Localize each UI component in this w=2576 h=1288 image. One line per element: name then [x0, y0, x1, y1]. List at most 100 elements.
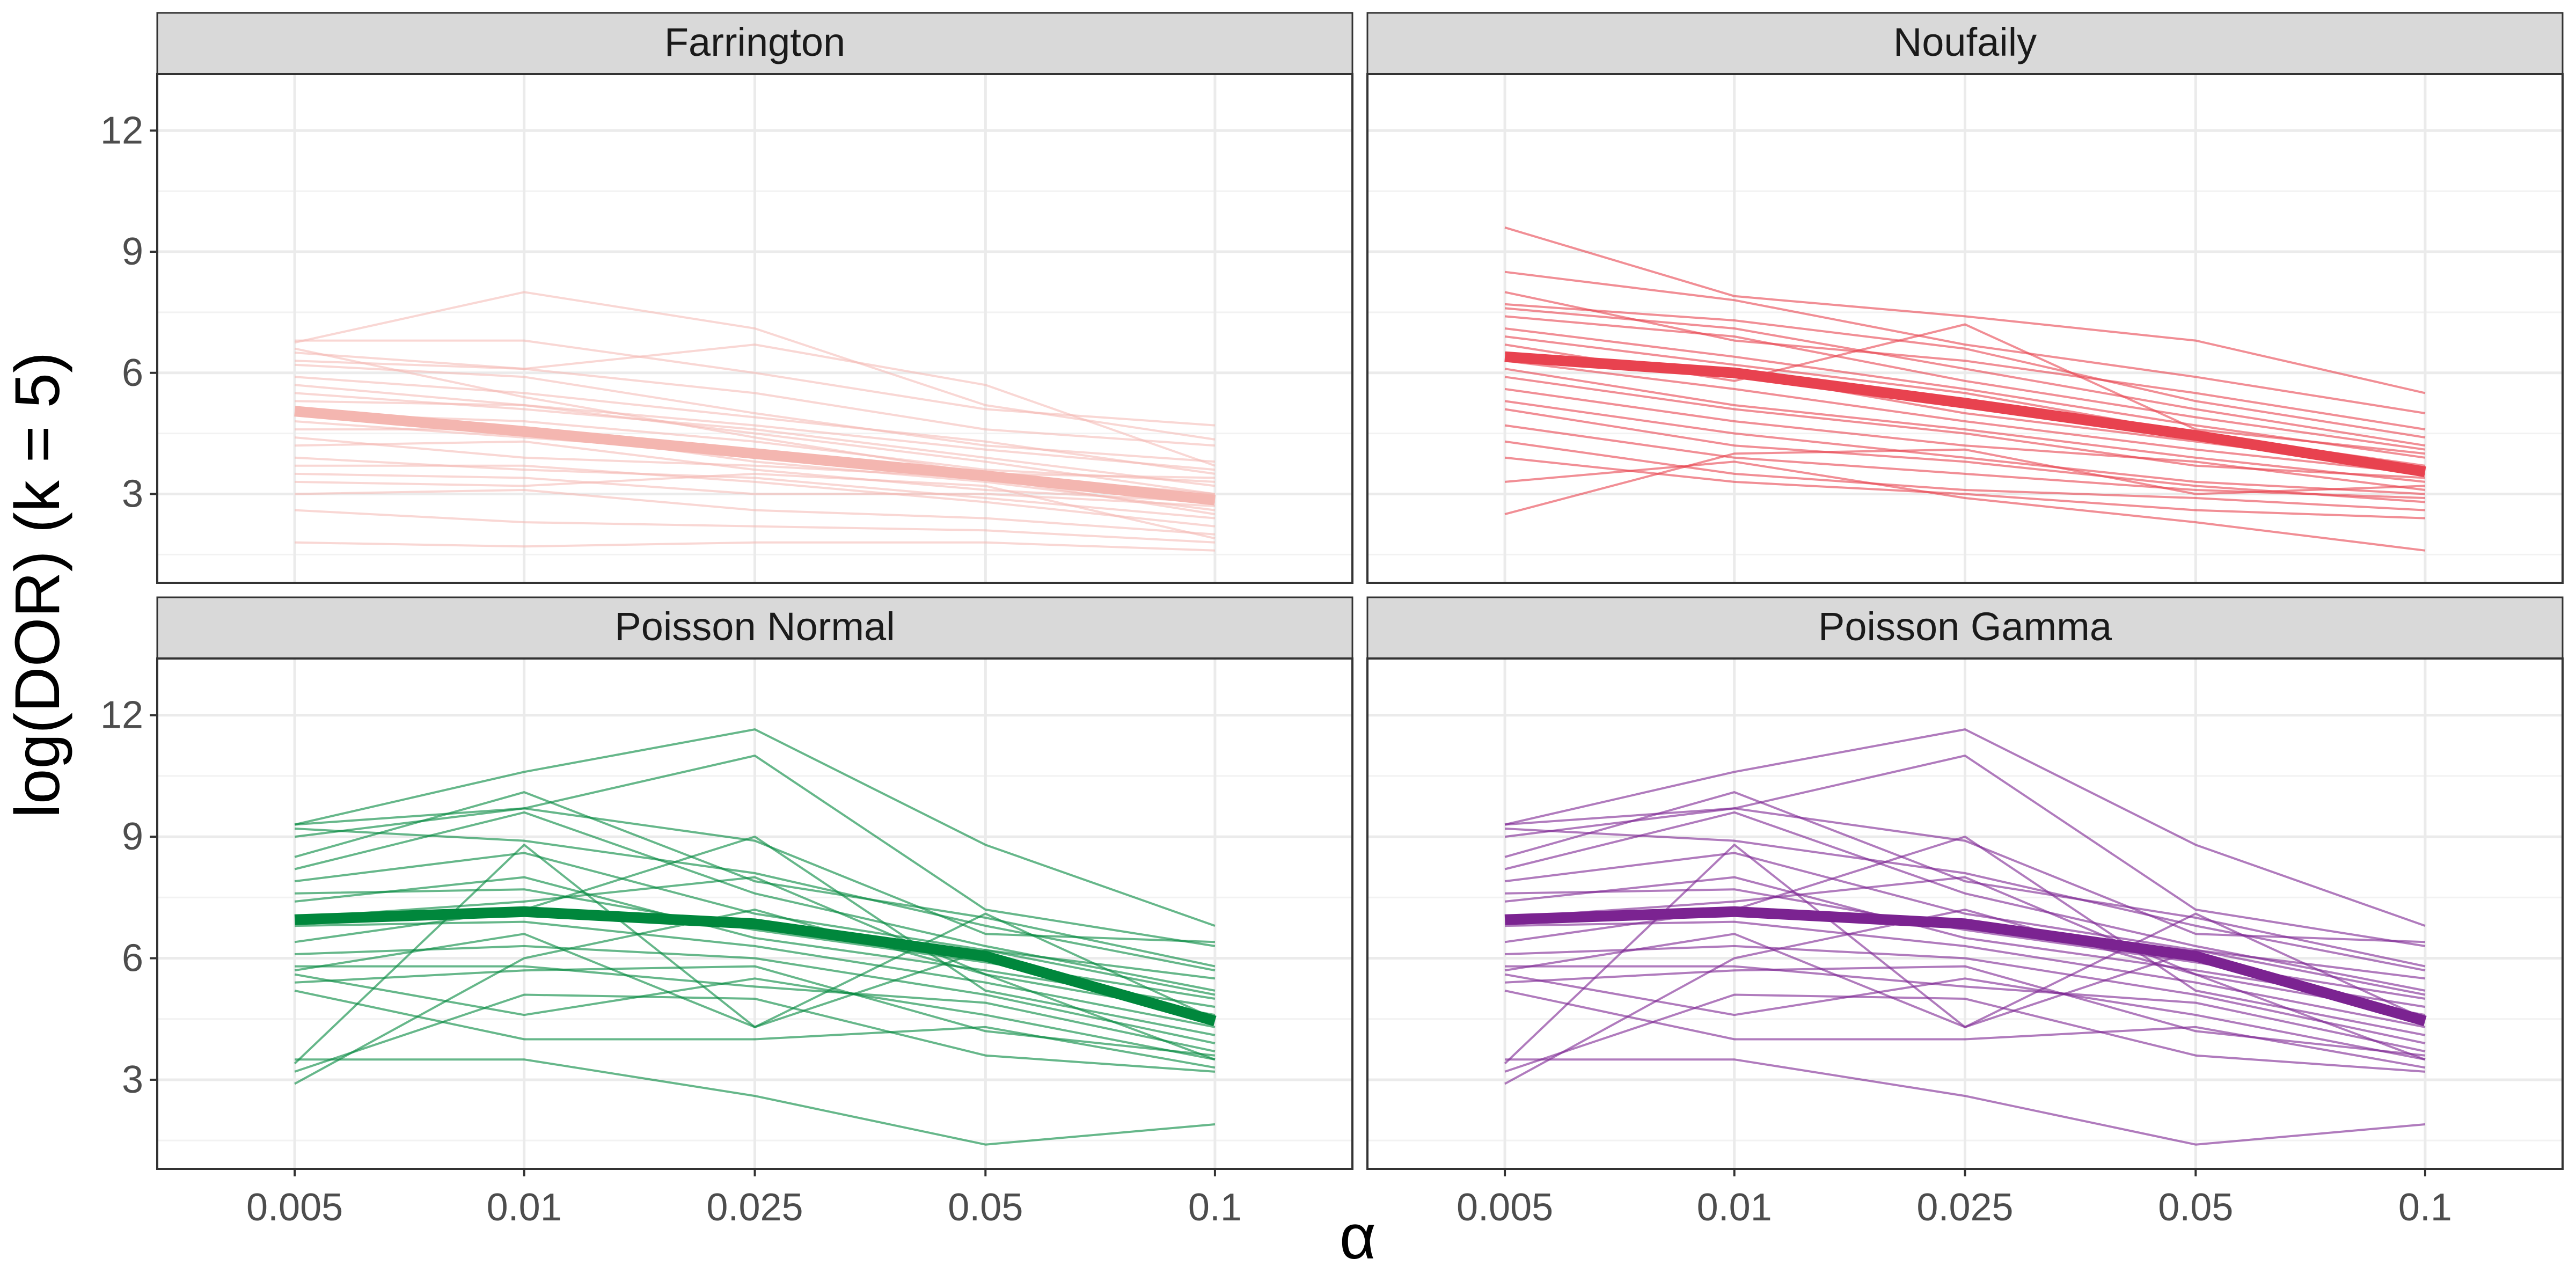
series-line	[1505, 965, 2426, 1053]
series-line	[294, 363, 1216, 463]
series-line	[294, 807, 1215, 943]
series-line	[1504, 448, 2425, 516]
series-line	[294, 836, 1216, 1036]
strip-header	[156, 12, 1353, 75]
series-line	[1504, 460, 2426, 552]
series-line	[1504, 836, 2426, 1036]
series-line	[1505, 1058, 2426, 1146]
series-line	[1505, 920, 2426, 1028]
series-line	[1504, 852, 2426, 980]
series-line	[295, 360, 1216, 447]
y-axis-title: log(DOR) (k = 5)	[2, 352, 73, 818]
series-line	[295, 489, 1216, 536]
series-line	[1504, 440, 2426, 511]
panel-border	[1366, 73, 2564, 584]
series-line	[1504, 909, 2426, 1085]
strip-header	[1366, 596, 2564, 660]
series-line	[294, 376, 1216, 475]
series-line	[294, 973, 1216, 1061]
series-line	[1504, 828, 2426, 972]
x-tick-label: 0.01	[1697, 1186, 1772, 1229]
series-line	[294, 384, 1216, 471]
panel-title: Poisson Gamma	[1818, 604, 2112, 649]
series-line	[1504, 376, 2426, 479]
series-line	[295, 400, 1216, 495]
series-line	[294, 728, 1216, 927]
series-line	[1504, 400, 2426, 495]
series-line	[294, 909, 1216, 1085]
x-axis-title: α	[1340, 1202, 1376, 1272]
series-line	[294, 852, 1216, 980]
series-line	[1504, 876, 2426, 1016]
series-line	[1504, 270, 2426, 414]
panel-poisson-gamma: Poisson Gamma 0.005 0.01 0.025 0.05 0.1	[1366, 596, 2564, 1229]
series-line	[1504, 315, 2426, 451]
y-tick-label: 12	[100, 694, 143, 737]
x-tick-label: 0.01	[487, 1186, 562, 1229]
y-tick-label: 3	[122, 472, 143, 515]
mean-line	[294, 406, 1216, 506]
x-tick-label: 0.05	[948, 1186, 1023, 1229]
x-tick-label: 0.05	[2158, 1186, 2233, 1229]
y-tick-label: 9	[122, 230, 143, 273]
series-line	[294, 343, 1216, 467]
series-line	[1504, 993, 2426, 1073]
series-line	[1504, 307, 2426, 447]
series-line	[1504, 424, 2425, 499]
panel-farrington: Farrington 3 6 9 12	[100, 12, 1353, 584]
series-line	[295, 472, 1216, 540]
x-tick-label: 0.005	[246, 1186, 343, 1229]
series-line	[294, 811, 1216, 992]
panel-title: Noufaily	[1893, 20, 2037, 64]
x-tick-label: 0.025	[706, 1186, 803, 1229]
panel-title: Poisson Normal	[614, 604, 895, 649]
series-line	[294, 509, 1216, 544]
panel-border	[156, 73, 1353, 584]
series-line	[294, 791, 1216, 968]
series-line	[294, 828, 1216, 972]
series-line	[295, 920, 1216, 1028]
series-line	[295, 965, 1216, 1053]
strip-header	[156, 596, 1353, 660]
series-line	[294, 989, 1216, 1069]
series-line	[295, 412, 1216, 483]
series-line	[294, 876, 1216, 1016]
series-line	[294, 436, 1216, 516]
mean-line	[1504, 906, 2427, 1027]
series-line	[1504, 791, 2426, 968]
panel-poisson-normal: Poisson Normal 3 6 9 12 0.005 0.01 0.025 0.05 0.1	[100, 596, 1353, 1229]
mean-line	[294, 906, 1217, 1027]
y-tick-label: 6	[122, 937, 143, 980]
series-line	[1504, 811, 2426, 992]
y-tick-label: 3	[122, 1058, 143, 1101]
series-line	[294, 291, 1216, 441]
series-line	[1504, 368, 2426, 483]
series-line	[1504, 327, 2426, 459]
x-tick-label: 0.025	[1916, 1186, 2013, 1229]
series-line	[295, 1058, 1216, 1146]
series-line	[294, 965, 1216, 1057]
series-line	[1504, 807, 2425, 943]
series-line	[295, 945, 1216, 1044]
series-line	[1505, 945, 2426, 1044]
series-line	[295, 440, 1216, 503]
series-line	[295, 472, 1216, 507]
strip-header	[1366, 12, 2564, 75]
series-line	[295, 339, 1216, 427]
panel-title: Farrington	[664, 20, 845, 64]
series-line	[294, 993, 1216, 1073]
series-line	[1504, 728, 2426, 927]
series-line	[1504, 973, 2426, 1061]
series-line	[1504, 303, 2426, 439]
x-tick-label: 0.005	[1457, 1186, 1553, 1229]
series-line	[294, 347, 1215, 479]
series-line	[1504, 989, 2426, 1069]
series-line	[295, 464, 1216, 528]
x-tick-label: 0.1	[2398, 1186, 2452, 1229]
series-line	[1504, 387, 2426, 491]
x-tick-label: 0.1	[1188, 1186, 1242, 1229]
series-line	[1504, 226, 2426, 394]
mean-line	[1504, 351, 2426, 477]
series-line	[1504, 291, 2426, 431]
